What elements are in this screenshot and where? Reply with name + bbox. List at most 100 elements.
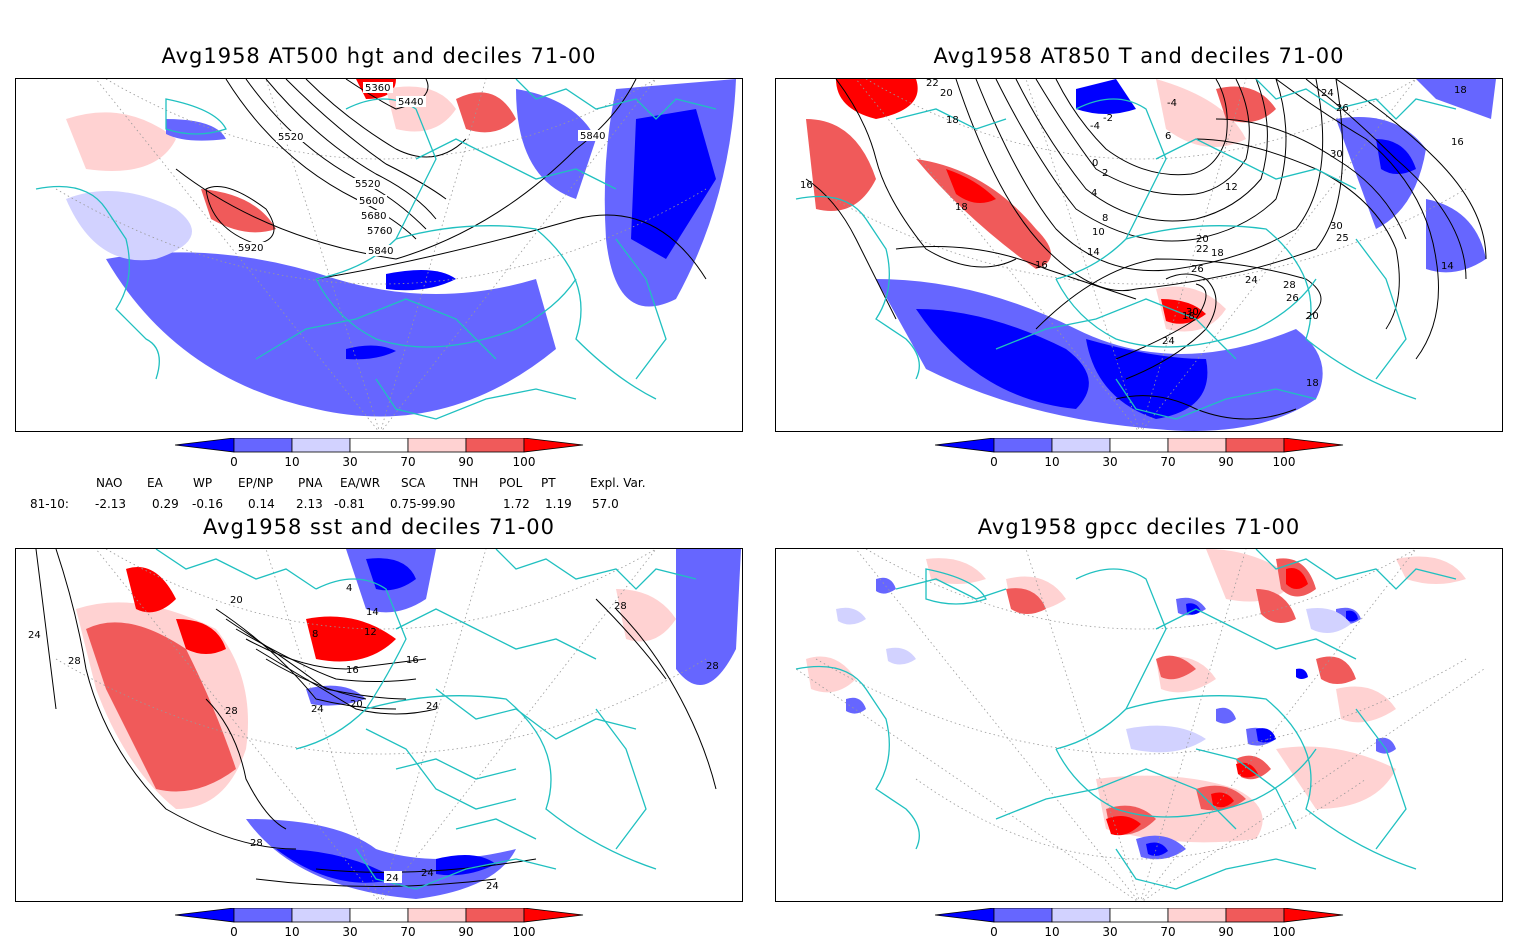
svg-text:28: 28 [1283, 280, 1296, 291]
map-panel-gpcc [775, 548, 1503, 902]
svg-text:6: 6 [1165, 131, 1171, 142]
svg-text:5920: 5920 [238, 243, 263, 254]
colorbar-t850: 0 10 30 70 90 100 [935, 438, 1355, 474]
panel-title-t850: Avg1958 AT850 T and deciles 71-00 [933, 44, 1345, 68]
index-value-nao: -2.13 [95, 497, 127, 511]
svg-text:5440: 5440 [398, 97, 423, 108]
colorbar-swatch [1051, 908, 1111, 923]
svg-text:12: 12 [364, 627, 377, 638]
colorbar-tick: 0 [990, 455, 998, 469]
svg-text:24: 24 [1321, 88, 1334, 99]
index-value-pt: 1.19 [545, 497, 572, 511]
colorbar-tick: 10 [1044, 455, 1060, 469]
panel-title-gpcc: Avg1958 gpcc deciles 71-00 [977, 515, 1301, 539]
colorbar-swatch [233, 438, 293, 453]
colorbar-tick: 30 [1102, 455, 1118, 469]
svg-text:28: 28 [225, 706, 238, 717]
svg-text:20: 20 [230, 595, 243, 606]
index-value-epnp: 0.14 [248, 497, 275, 511]
svg-text:12: 12 [1225, 182, 1238, 193]
index-header-pol: POL [499, 476, 523, 490]
colorbar-swatch [1167, 908, 1227, 923]
index-header-epnp: EP/NP [238, 476, 274, 490]
svg-text:5760: 5760 [367, 226, 392, 237]
colorbar-tick: 10 [284, 455, 300, 469]
colorbar-swatch [1109, 438, 1169, 453]
colorbar-swatch [1225, 908, 1285, 923]
colorbar-swatch [523, 438, 584, 453]
index-value-ea: 0.29 [152, 497, 179, 511]
svg-text:24: 24 [1162, 336, 1175, 347]
colorbar-swatch [291, 908, 351, 923]
svg-text:24: 24 [486, 881, 499, 892]
colorbar-swatch [935, 908, 995, 923]
index-header-nao: NAO [96, 476, 123, 490]
index-value-wp: -0.16 [192, 497, 224, 511]
svg-text:5840: 5840 [580, 131, 605, 142]
colorbar-tick: 30 [342, 925, 358, 939]
svg-text:28: 28 [68, 656, 81, 667]
svg-text:5360: 5360 [365, 83, 390, 94]
index-value-sca: 0.75-99.90 [390, 497, 456, 511]
colorbar-tick: 0 [230, 925, 238, 939]
svg-text:30: 30 [1330, 149, 1343, 160]
svg-text:14: 14 [1087, 247, 1100, 258]
colorbar-tick: 70 [400, 455, 416, 469]
svg-text:-4: -4 [1090, 121, 1100, 132]
svg-text:22: 22 [1196, 244, 1209, 255]
svg-text:5600: 5600 [359, 196, 384, 207]
colorbar-swatch [465, 438, 525, 453]
svg-text:24: 24 [28, 630, 41, 641]
svg-text:4: 4 [1091, 188, 1097, 199]
svg-text:24: 24 [426, 701, 439, 712]
panel-title-sst: Avg1958 sst and deciles 71-00 [202, 515, 555, 539]
colorbar-swatch [291, 438, 351, 453]
svg-text:18: 18 [1306, 378, 1319, 389]
svg-text:24: 24 [421, 868, 434, 879]
colorbar-tick: 90 [1218, 455, 1234, 469]
svg-text:20: 20 [940, 88, 953, 99]
panel-title-hgt500: Avg1958 AT500 hgt and deciles 71-00 [161, 44, 597, 68]
svg-text:10: 10 [1092, 227, 1105, 238]
svg-text:-2: -2 [1103, 113, 1113, 124]
index-header-ea: EA [147, 476, 163, 490]
svg-text:5520: 5520 [355, 179, 380, 190]
svg-text:16: 16 [800, 180, 813, 191]
colorbar-swatch [523, 908, 584, 923]
colorbar-swatch [349, 908, 409, 923]
colorbar-swatch [175, 438, 235, 453]
colorbar-swatch [175, 908, 235, 923]
index-value-expl-var: 57.0 [592, 497, 619, 511]
svg-text:20: 20 [1196, 234, 1209, 245]
svg-text:28: 28 [250, 838, 263, 849]
index-value-pol: 1.72 [503, 497, 530, 511]
svg-text:18: 18 [946, 115, 959, 126]
colorbar-swatch [407, 908, 467, 923]
index-header-tnh: TNH [453, 476, 479, 490]
map-panel-t850: 22 20 18 16 -4 -4 -2 6 0 2 4 8 10 12 14 … [775, 78, 1503, 432]
svg-text:18: 18 [1182, 311, 1195, 322]
colorbar-swatch [1283, 908, 1344, 923]
colorbar-tick: 30 [1102, 925, 1118, 939]
svg-text:8: 8 [312, 629, 318, 640]
svg-text:2: 2 [1102, 168, 1108, 179]
colorbar-tick: 100 [512, 925, 536, 939]
index-header-expl-var: Expl. Var. [590, 476, 646, 490]
index-value-pna: 2.13 [296, 497, 323, 511]
colorbar-sst: 0 10 30 70 90 100 [175, 908, 595, 944]
colorbar-tick: 90 [458, 455, 474, 469]
index-header-sca: SCA [401, 476, 426, 490]
svg-text:18: 18 [1211, 248, 1224, 259]
colorbar-tick: 90 [1218, 925, 1234, 939]
colorbar-tick: 100 [512, 455, 536, 469]
svg-text:16: 16 [406, 655, 419, 666]
svg-text:24: 24 [386, 873, 399, 884]
colorbar-tick: 70 [400, 925, 416, 939]
index-header-wp: WP [193, 476, 213, 490]
svg-text:28: 28 [706, 661, 719, 672]
colorbar-tick: 100 [1272, 455, 1296, 469]
index-row-label: 81-10: [30, 497, 69, 511]
colorbar-swatch [233, 908, 293, 923]
colorbar-tick: 90 [458, 925, 474, 939]
index-header-pna: PNA [298, 476, 323, 490]
